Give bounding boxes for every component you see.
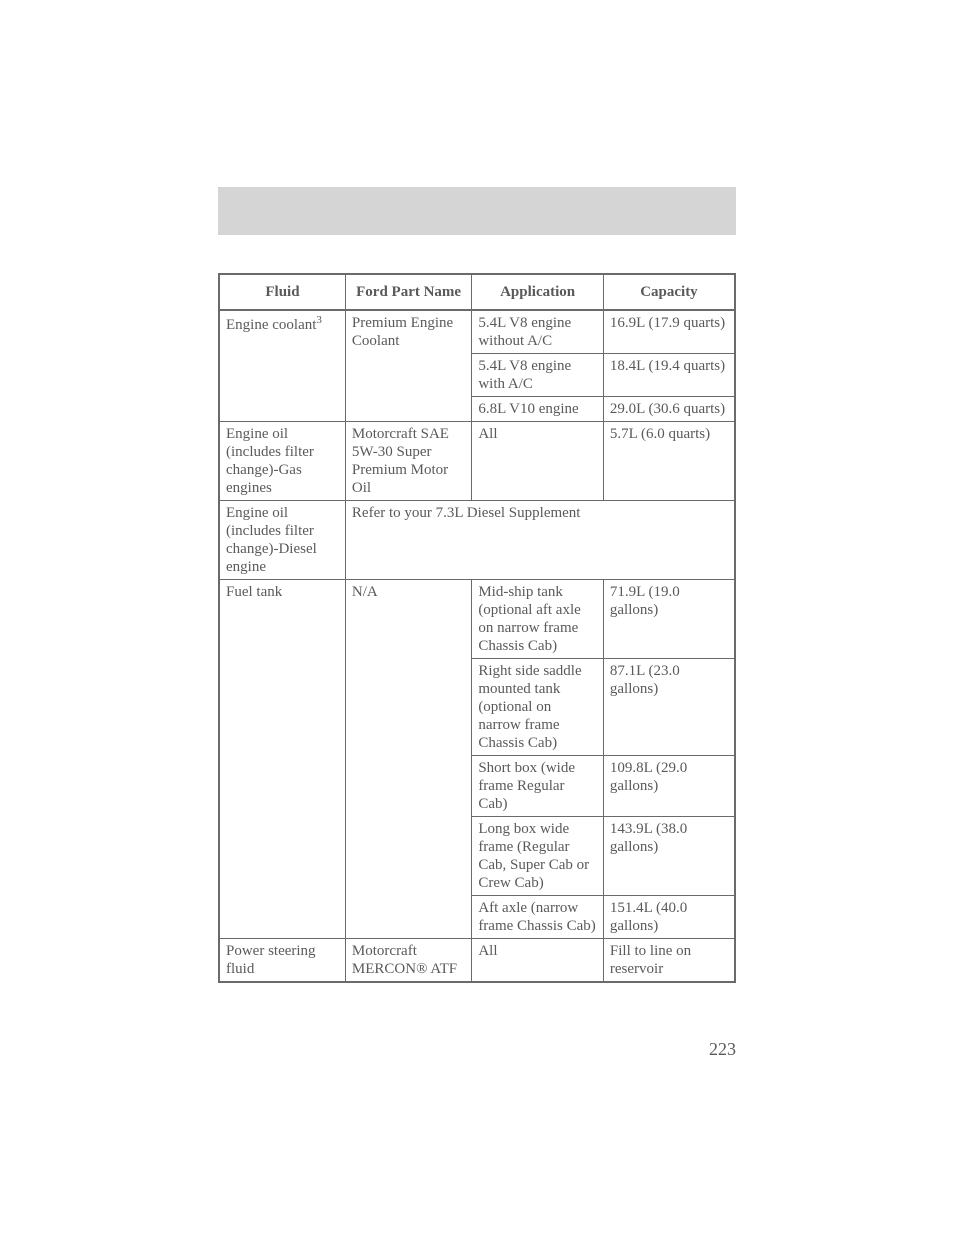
cell-fluid: Power steering fluid [219,939,345,983]
cell-fluid: Engine coolant3 [219,310,345,422]
table-row: Engine oil (includes filter change)-Dies… [219,501,735,580]
table-header-row: Fluid Ford Part Name Application Capacit… [219,274,735,310]
col-application: Application [472,274,604,310]
table-row: Power steering fluid Motorcraft MERCON® … [219,939,735,983]
cell-application: Mid-ship tank (optional aft axle on narr… [472,580,604,659]
cell-capacity: 16.9L (17.9 quarts) [603,310,735,354]
table-body: Engine coolant3 Premium Engine Coolant 5… [219,310,735,982]
cell-application: All [472,939,604,983]
table-row: Fuel tank N/A Mid-ship tank (optional af… [219,580,735,659]
cell-capacity: Fill to line on reservoir [603,939,735,983]
cell-capacity: 87.1L (23.0 gallons) [603,659,735,756]
cell-part-name: N/A [345,580,471,939]
cell-fluid: Fuel tank [219,580,345,939]
col-fluid: Fluid [219,274,345,310]
cell-part-name: Motorcraft SAE 5W-30 Super Premium Motor… [345,422,471,501]
cell-application: Short box (wide frame Regular Cab) [472,756,604,817]
cell-capacity: 29.0L (30.6 quarts) [603,397,735,422]
cell-application: 5.4L V8 engine with A/C [472,354,604,397]
cell-application: 5.4L V8 engine without A/C [472,310,604,354]
page-number: 223 [709,1039,736,1060]
cell-fluid: Engine oil (includes filter change)-Gas … [219,422,345,501]
cell-merged: Refer to your 7.3L Diesel Supplement [345,501,735,580]
cell-application: 6.8L V10 engine [472,397,604,422]
cell-capacity: 18.4L (19.4 quarts) [603,354,735,397]
cell-part-name: Premium Engine Coolant [345,310,471,422]
header-band [218,187,736,235]
content-area: Fluid Ford Part Name Application Capacit… [218,273,736,983]
cell-capacity: 151.4L (40.0 gallons) [603,896,735,939]
cell-capacity: 143.9L (38.0 gallons) [603,817,735,896]
table-row: Engine coolant3 Premium Engine Coolant 5… [219,310,735,354]
fluid-sup: 3 [316,314,322,326]
cell-capacity: 109.8L (29.0 gallons) [603,756,735,817]
table-row: Engine oil (includes filter change)-Gas … [219,422,735,501]
cell-fluid: Engine oil (includes filter change)-Dies… [219,501,345,580]
col-part-name: Ford Part Name [345,274,471,310]
fluid-capacity-table: Fluid Ford Part Name Application Capacit… [218,273,736,983]
cell-application: Right side saddle mounted tank (optional… [472,659,604,756]
cell-part-name: Motorcraft MERCON® ATF [345,939,471,983]
cell-capacity: 5.7L (6.0 quarts) [603,422,735,501]
cell-capacity: 71.9L (19.0 gallons) [603,580,735,659]
cell-application: Aft axle (narrow frame Chassis Cab) [472,896,604,939]
cell-application: Long box wide frame (Regular Cab, Super … [472,817,604,896]
col-capacity: Capacity [603,274,735,310]
fluid-text: Engine coolant [226,317,316,333]
cell-application: All [472,422,604,501]
